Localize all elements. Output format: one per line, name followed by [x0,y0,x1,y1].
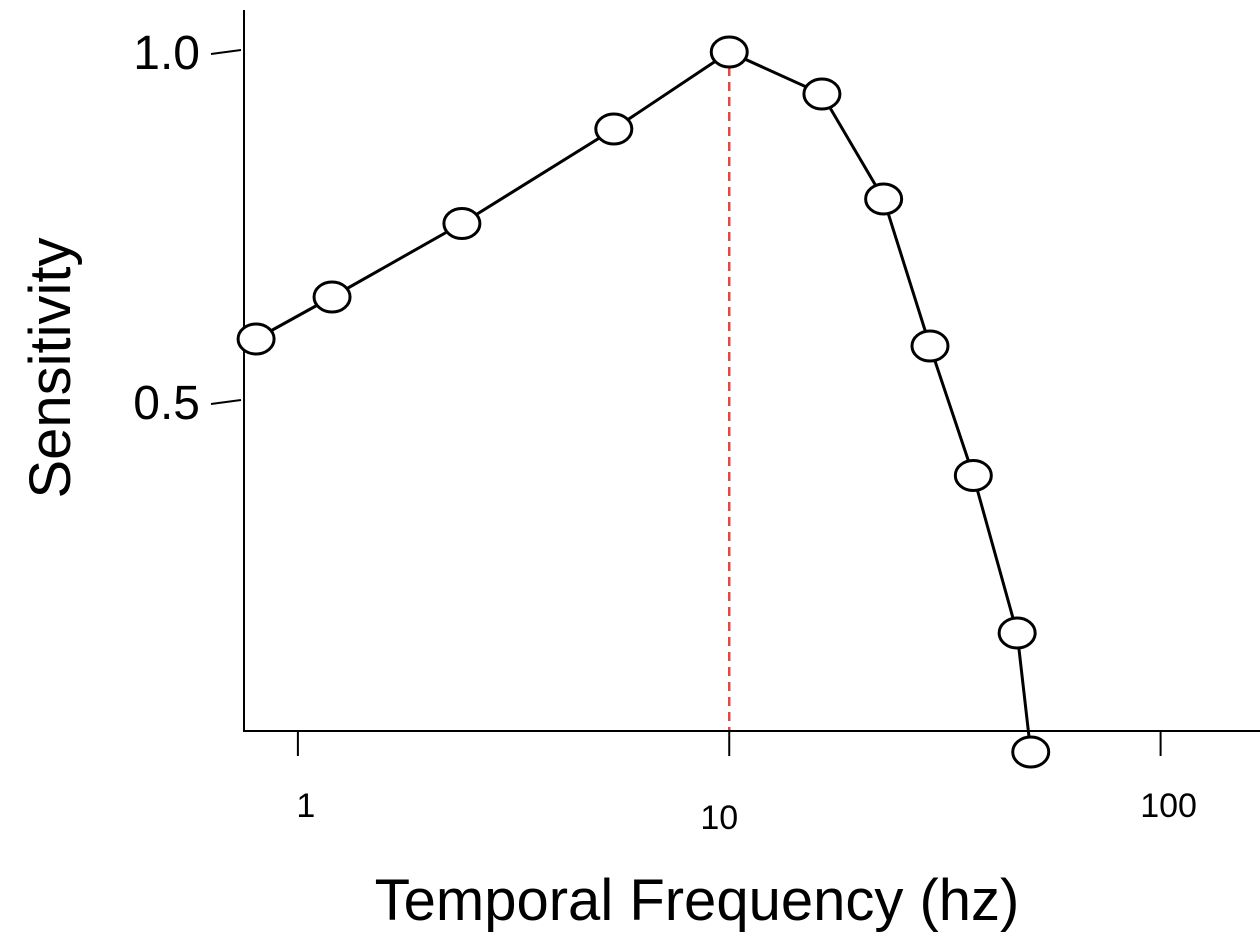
y-tick [210,399,242,405]
series-layer [236,35,1051,769]
y-tick-label: 0.5 [133,377,200,430]
x-tick-label: 10 [700,799,738,837]
series-line [255,50,1033,753]
axes [243,10,1260,732]
data-point-marker [910,329,950,363]
y-tick [210,49,242,55]
data-point-marker [953,459,993,492]
data-point-marker [1011,735,1051,769]
data-point-marker [709,35,749,69]
ticks: 1 10 100 0.5 1.0 [133,27,1197,837]
x-axis-label: Temporal Frequency (hz) [375,868,1020,933]
data-point-marker [997,616,1037,650]
y-axis-label: Sensitivity [18,237,83,498]
data-point-marker [802,77,842,111]
data-point-marker [442,207,482,240]
data-point-marker [312,280,352,314]
data-point-marker [594,112,634,146]
x-tick-label: 100 [1140,787,1197,825]
data-point-marker [236,322,276,356]
data-point-marker [864,182,904,216]
y-tick-label: 1.0 [133,27,200,80]
x-tick-label: 1 [296,787,315,825]
